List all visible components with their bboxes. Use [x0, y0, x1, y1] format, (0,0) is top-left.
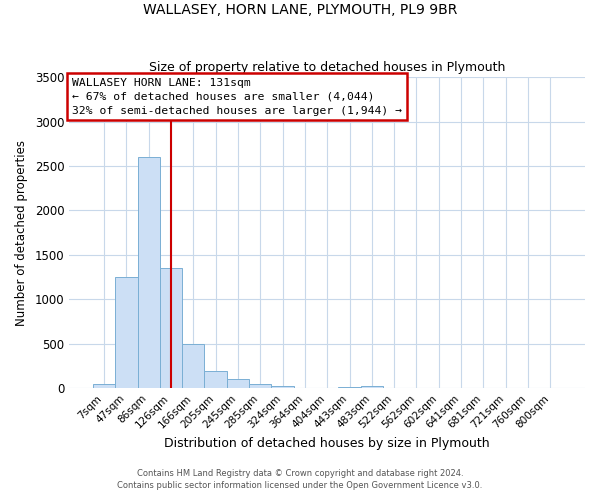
- Bar: [249, 384, 271, 388]
- Bar: [115, 277, 137, 388]
- Title: Size of property relative to detached houses in Plymouth: Size of property relative to detached ho…: [149, 62, 505, 74]
- Y-axis label: Number of detached properties: Number of detached properties: [15, 140, 28, 326]
- Bar: [271, 386, 294, 388]
- Text: Contains HM Land Registry data © Crown copyright and database right 2024.
Contai: Contains HM Land Registry data © Crown c…: [118, 468, 482, 490]
- Bar: [160, 268, 182, 388]
- Bar: [338, 386, 361, 388]
- Bar: [227, 378, 249, 388]
- Text: WALLASEY, HORN LANE, PLYMOUTH, PL9 9BR: WALLASEY, HORN LANE, PLYMOUTH, PL9 9BR: [143, 2, 457, 16]
- Bar: [361, 386, 383, 388]
- Text: WALLASEY HORN LANE: 131sqm
← 67% of detached houses are smaller (4,044)
32% of s: WALLASEY HORN LANE: 131sqm ← 67% of deta…: [72, 78, 402, 116]
- Bar: [205, 370, 227, 388]
- Bar: [93, 384, 115, 388]
- X-axis label: Distribution of detached houses by size in Plymouth: Distribution of detached houses by size …: [164, 437, 490, 450]
- Bar: [137, 157, 160, 388]
- Bar: [182, 344, 205, 389]
